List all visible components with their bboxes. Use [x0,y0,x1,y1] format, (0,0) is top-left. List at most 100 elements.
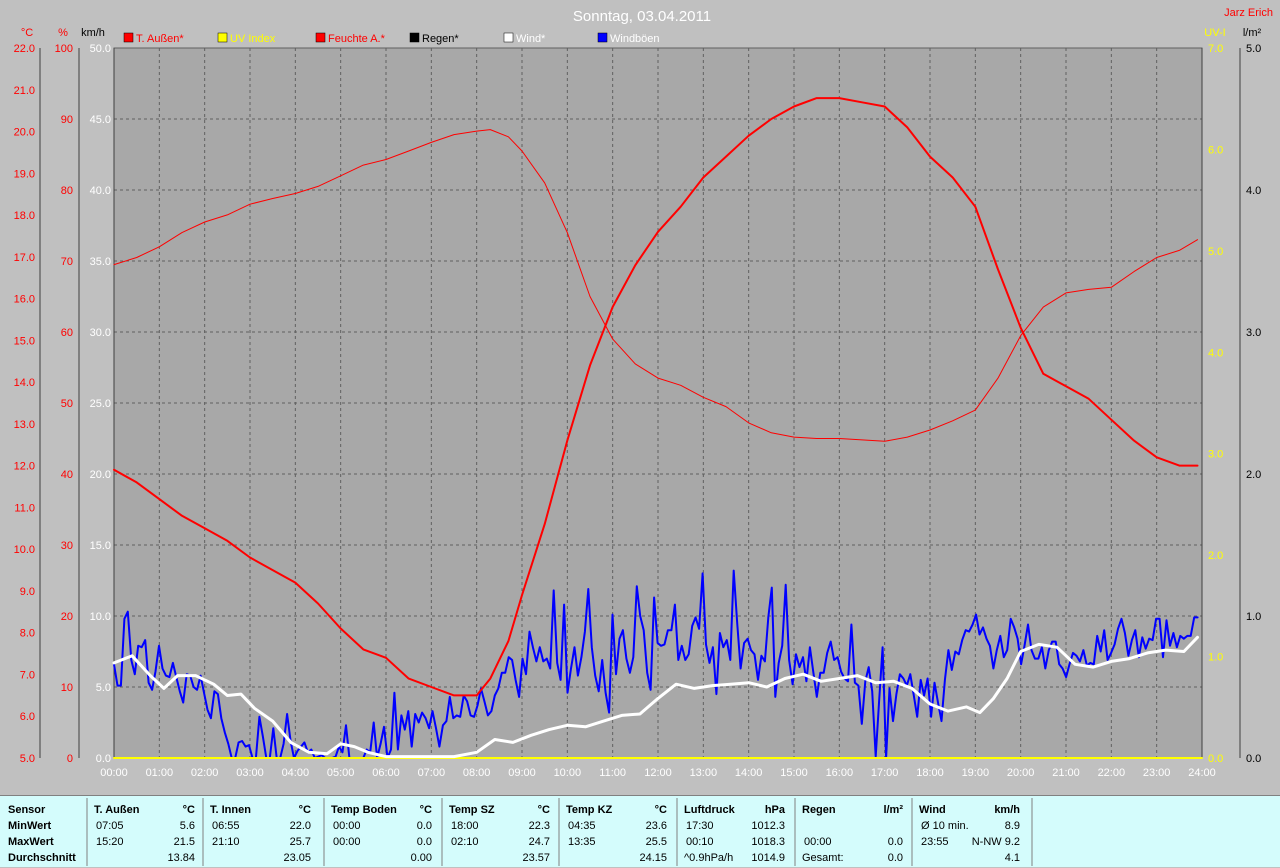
t-au-en-series-line [113,97,1199,697]
stats-col-title: T. Innen [210,804,251,816]
row-label-min: MinWert [8,820,52,832]
x-tick-label: 05:00 [327,767,355,779]
x-tick-label: 02:00 [191,767,219,779]
author-label: Jarz Erich [1224,7,1273,19]
x-tick-label: 17:00 [871,767,899,779]
wind-tick-label: 0.0 [96,753,111,765]
statistics-table: Sensor MinWert MaxWert Durchschnitt T. Außen… [8,798,1033,866]
stats-max-value: 1018.3 [751,836,785,848]
stats-max-value: 24.7 [529,836,550,848]
temperature-tick-label: 11.0 [14,502,35,514]
x-tick-label: 03:00 [236,767,264,779]
humidity-axis-unit: % [58,27,68,39]
stats-col-title: Temp SZ [449,804,495,816]
x-tick-label: 00:00 [100,767,128,779]
stats-col-unit: °C [538,804,550,816]
temperature-tick-label: 22.0 [14,43,35,55]
stats-min-time: 00:00 [333,820,361,832]
chart-area: 5.0 6.0 7.0 8.0 9.0 10.0 11.0 12.0 13.0 14.0 15.0 1… [13,7,1273,779]
chart-title: Sonntag, 03.04.2011 [573,8,711,25]
stats-max-value: N-NW 9.2 [972,836,1020,848]
uv-axis-unit: UV-I [1204,27,1225,39]
x-tick-label: 18:00 [916,767,944,779]
uv-tick-label: 4.0 [1208,347,1223,359]
stats-max-time: 00:00 [333,836,361,848]
temperature-tick-label: 21.0 [14,85,35,97]
stats-col-unit: km/h [994,804,1020,816]
stats-max-time: 15:20 [96,836,124,848]
humidity-tick-label: 50 [61,398,73,410]
uv-tick-label: 3.0 [1208,449,1223,461]
x-tick-label: 20:00 [1007,767,1035,779]
temperature-tick-label: 19.0 [14,168,35,180]
wind-tick-label: 30.0 [90,327,111,339]
wind-tick-label: 50.0 [90,43,111,55]
rain-axis-unit: l/m² [1243,27,1262,39]
stats-max-value: 0.0 [888,836,903,848]
row-label-max: MaxWert [8,836,54,848]
temperature-tick-label: 6.0 [20,711,35,723]
stats-min-time: Ø 10 min. [921,820,969,832]
temperature-tick-label: 7.0 [20,669,35,681]
stats-avg-value: 24.15 [639,852,667,864]
uv-tick-label: 1.0 [1208,652,1223,664]
stats-min-value: 23.6 [646,820,667,832]
stats-avg-note: ^0.9hPa/h [684,852,733,864]
x-tick-label: 15:00 [780,767,808,779]
stats-min-time: 17:30 [686,820,714,832]
x-tick-label: 19:00 [962,767,990,779]
temperature-tick-label: 13.0 [14,419,35,431]
stats-avg-value: 13.84 [167,852,195,864]
x-tick-label: 24:00 [1188,767,1216,779]
temperature-tick-label: 8.0 [20,628,35,640]
row-label-sensor: Sensor [8,804,46,816]
x-tick-label: 06:00 [372,767,400,779]
legend-swatch-uv [217,32,228,43]
legend-label-humidity: Feuchte A.* [328,33,386,45]
stats-col-title: Regen [802,804,836,816]
stats-col-unit: hPa [765,804,786,816]
stats-avg-value: 23.57 [522,852,550,864]
temperature-tick-label: 14.0 [14,377,35,389]
stats-min-time: 04:35 [568,820,596,832]
stats-min-value: 1012.3 [751,820,785,832]
temperature-tick-label: 12.0 [14,461,35,473]
wind-tick-label: 5.0 [96,682,111,694]
x-tick-label: 21:00 [1052,767,1080,779]
stats-max-time: 00:00 [804,836,832,848]
stats-min-value: 22.0 [290,820,311,832]
wind-series-line [112,635,1199,759]
stats-max-time: 23:55 [921,836,949,848]
grid [114,48,1202,758]
stats-max-time: 21:10 [212,836,240,848]
stats-max-time: 02:10 [451,836,479,848]
humidity-tick-label: 70 [61,256,73,268]
x-tick-label: 23:00 [1143,767,1171,779]
temperature-tick-label: 10.0 [14,544,35,556]
legend-label-temp_out: T. Außen* [136,33,184,45]
statistics-panel: Sensor MinWert MaxWert Durchschnitt T. Außen… [0,795,1280,867]
feuchte-a-series-line [113,129,1198,442]
stats-col-unit: °C [655,804,667,816]
stats-max-value: 21.5 [174,836,195,848]
stats-min-time: 07:05 [96,820,124,832]
x-tick-label: 14:00 [735,767,763,779]
rain-tick-label: 1.0 [1246,611,1261,623]
uv-tick-label: 6.0 [1208,144,1223,156]
temperature-tick-label: 15.0 [14,335,35,347]
humidity-tick-label: 100 [55,43,73,55]
stats-col-unit: °C [183,804,195,816]
stats-avg-note: Gesamt: [802,852,844,864]
x-tick-label: 12:00 [644,767,672,779]
row-label-avg: Durchschnitt [8,852,76,864]
weather-chart: 5.0 6.0 7.0 8.0 9.0 10.0 11.0 12.0 13.0 14.0 15.0 1… [14,7,1273,779]
stats-min-time: 06:55 [212,820,240,832]
legend-swatch-temp_out [123,32,134,43]
uv-tick-label: 7.0 [1208,43,1223,55]
x-tick-label: 22:00 [1098,767,1126,779]
temperature-axis-unit: °C [21,27,33,39]
x-tick-label: 11:00 [599,767,626,779]
x-tick-label: 08:00 [463,767,491,779]
rain-tick-label: 2.0 [1246,469,1261,481]
wind-tick-label: 10.0 [90,611,111,623]
